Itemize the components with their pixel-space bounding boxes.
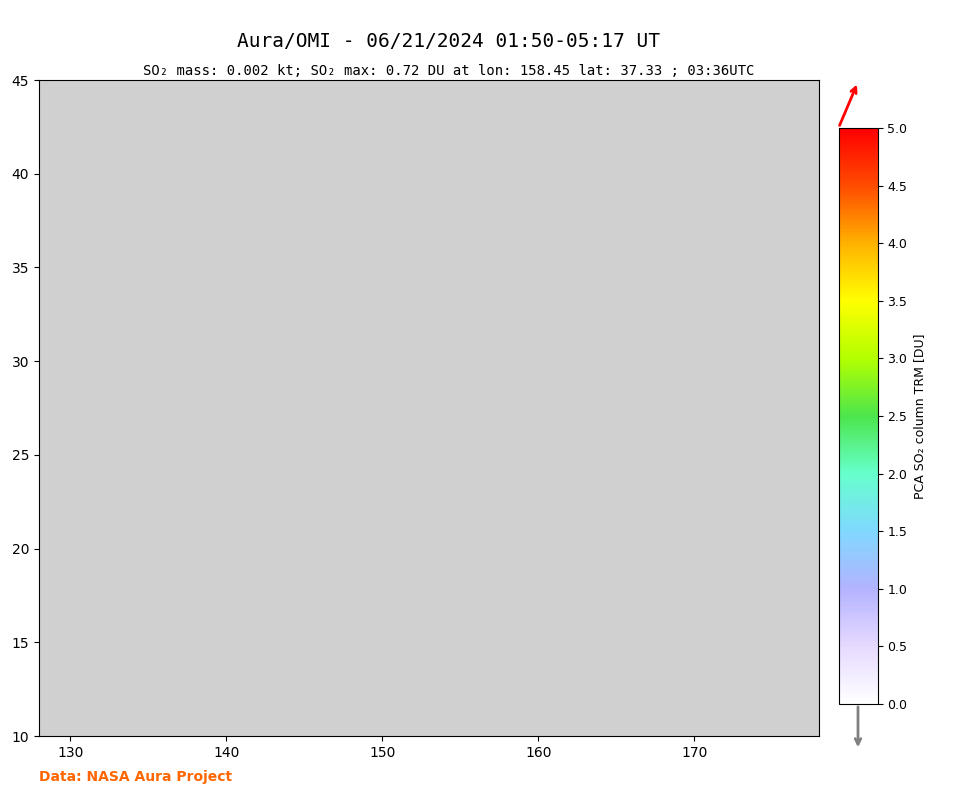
Text: SO₂ mass: 0.002 kt; SO₂ max: 0.72 DU at lon: 158.45 lat: 37.33 ; 03:36UTC: SO₂ mass: 0.002 kt; SO₂ max: 0.72 DU at … [142,64,755,78]
Text: Data: NASA Aura Project: Data: NASA Aura Project [39,770,232,784]
Y-axis label: PCA SO₂ column TRM [DU]: PCA SO₂ column TRM [DU] [913,334,926,498]
Text: Aura/OMI - 06/21/2024 01:50-05:17 UT: Aura/OMI - 06/21/2024 01:50-05:17 UT [237,32,660,51]
